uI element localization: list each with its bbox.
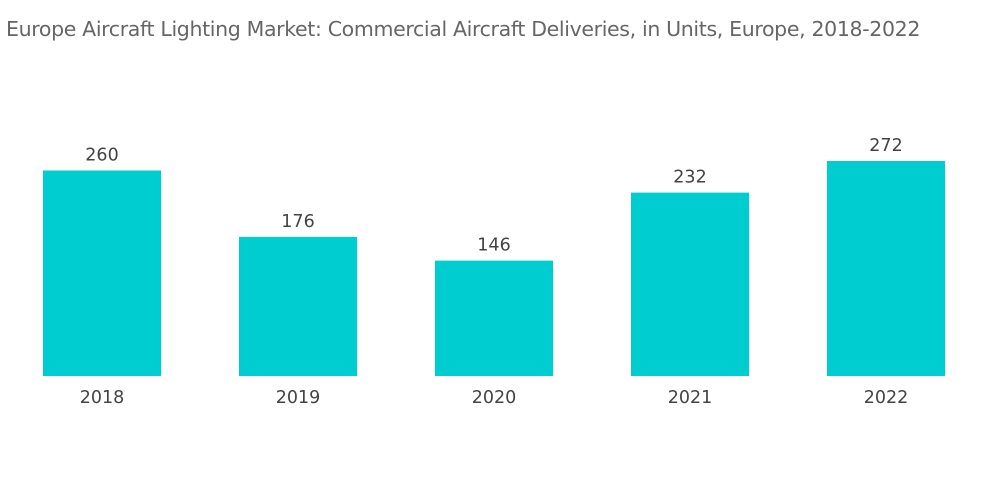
data-label-2022: 272 xyxy=(869,136,902,156)
data-label-2020: 146 xyxy=(477,236,510,256)
bar-2022 xyxy=(827,161,945,376)
x-tick-2018: 2018 xyxy=(80,388,125,408)
data-label-2018: 260 xyxy=(85,145,118,165)
bar-2019 xyxy=(239,236,357,376)
bar-2021 xyxy=(631,192,749,376)
chart-title: Europe Aircraft Lighting Market: Commerc… xyxy=(6,17,921,41)
bar-2018 xyxy=(43,170,161,376)
x-tick-2022: 2022 xyxy=(864,388,909,408)
x-tick-2021: 2021 xyxy=(668,388,713,408)
bar-2020 xyxy=(435,260,553,376)
x-tick-2020: 2020 xyxy=(472,388,517,408)
x-tick-2019: 2019 xyxy=(276,388,321,408)
data-label-2019: 176 xyxy=(281,212,314,232)
data-label-2021: 232 xyxy=(673,168,706,188)
